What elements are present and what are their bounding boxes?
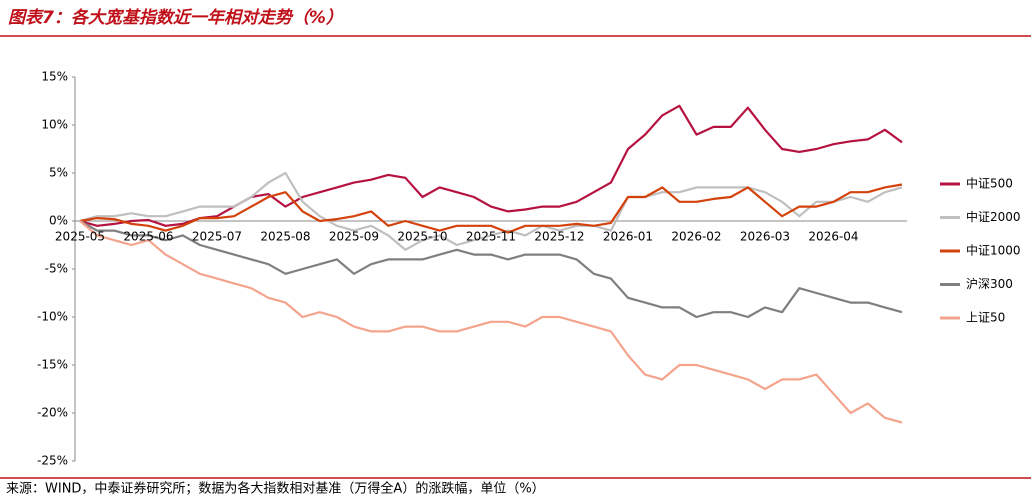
x-tick-label: 2025-05 (55, 230, 105, 244)
y-tick-label: 5% (49, 166, 68, 180)
series-line (79, 220, 903, 424)
y-tick-label: 15% (41, 70, 68, 84)
y-tick-label: -5% (45, 262, 68, 276)
y-tick-label: -20% (37, 406, 68, 420)
x-tick-label: 2025-11 (466, 230, 516, 244)
legend-label: 中证2000 (966, 209, 1021, 224)
x-tick-label: 2025-10 (397, 230, 447, 244)
x-tick-label: 2026-01 (603, 230, 653, 244)
legend-label: 中证500 (966, 176, 1013, 191)
legend-label: 中证1000 (966, 243, 1021, 258)
y-tick-label: -10% (37, 310, 68, 324)
y-tick-label: -25% (37, 454, 68, 468)
y-tick-label: 0% (49, 214, 68, 228)
y-tick-label: 10% (41, 118, 68, 132)
chart-title: 图表7：各大宽基指数近一年相对走势（%） (8, 8, 343, 28)
x-tick-label: 2025-12 (534, 230, 584, 244)
x-tick-label: 2025-07 (192, 230, 242, 244)
x-tick-label: 2025-08 (260, 230, 310, 244)
x-tick-label: 2026-02 (671, 230, 721, 244)
series-line (79, 220, 903, 319)
series-line (79, 183, 903, 234)
legend-label: 上证50 (966, 311, 1005, 325)
x-tick-label: 2026-03 (740, 230, 790, 244)
x-tick-label: 2026-04 (808, 230, 858, 244)
source-note: 来源：WIND，中泰证券研究所；数据为各大指数相对基准（万得全A）的涨跌幅，单位… (6, 481, 545, 497)
y-tick-label: -15% (37, 358, 68, 372)
x-tick-label: 2025-09 (329, 230, 379, 244)
legend-label: 沪深300 (966, 277, 1013, 291)
series-line (79, 171, 903, 251)
x-tick-label: 2025-06 (123, 230, 173, 244)
series-line (79, 104, 903, 227)
